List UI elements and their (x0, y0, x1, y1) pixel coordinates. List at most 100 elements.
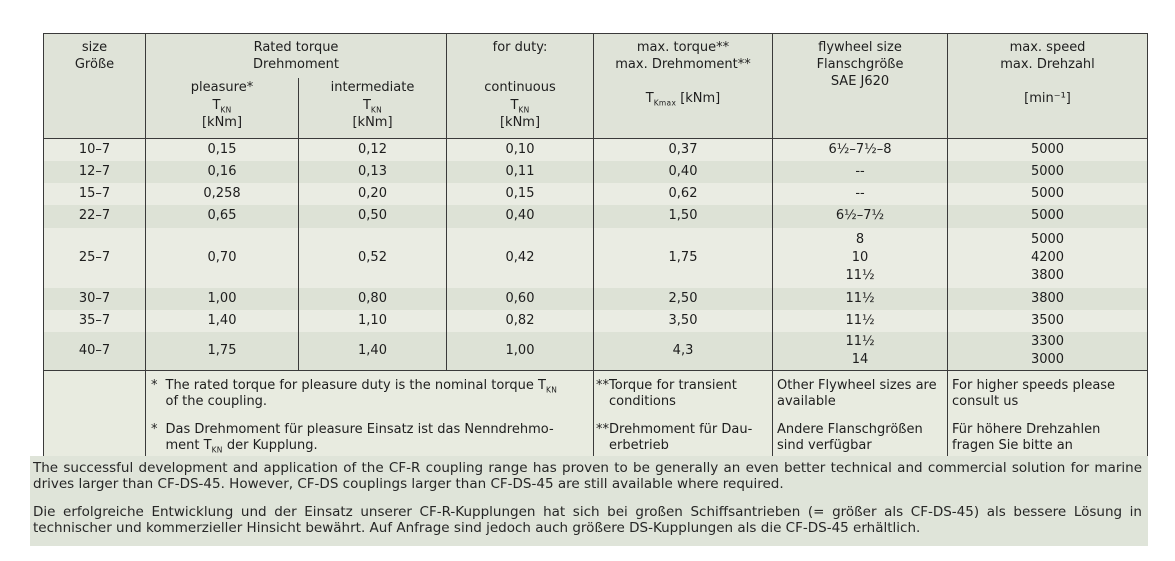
cell-flywheel: 8 10 11½ (772, 227, 948, 288)
cell-size: 35–7 (43, 309, 146, 332)
cell-flywheel: -- (772, 182, 948, 205)
table-row: 22–7 0,65 0,50 0,40 1,50 6½–7½ 5000 (43, 204, 1148, 228)
cell-continuous: 0,60 (446, 287, 594, 310)
cell-speed: 5000 (947, 138, 1148, 161)
footnote-speed: For higher speeds please consult us Für … (947, 369, 1148, 465)
footnote-rated-torque: * The rated torque for pleasure duty is … (144, 369, 594, 465)
cell-flywheel: 6½–7½–8 (772, 138, 948, 161)
cell-flywheel: 6½–7½ (772, 204, 948, 228)
footnote-max-torque: ** Torque for transient conditions ** Dr… (593, 369, 773, 465)
cell-speed: 5000 (947, 160, 1148, 183)
footnote-max-torque-de: ** Drehmoment für Dau- erbetrieb (596, 421, 753, 454)
header-size-en: size (81, 40, 108, 55)
cell-max-torque: 0,37 (593, 138, 773, 161)
footnote-max-torque-en: ** Torque for transient conditions (596, 377, 737, 410)
header-intermediate-tkn: TKN (362, 97, 383, 115)
cell-max-torque: 1,50 (593, 204, 773, 228)
header-flywheel-sae: SAE J620 (830, 74, 890, 89)
cell-speed: 3800 (947, 287, 1148, 310)
cell-intermediate: 0,12 (297, 138, 447, 161)
footnote-flywheel-de: Andere Flanschgrößen sind verfügbar (777, 421, 923, 454)
footnote-speed-de: Für höhere Drehzahlen fragen Sie bitte a… (952, 421, 1101, 454)
cell-intermediate: 1,10 (297, 309, 447, 332)
cell-max-torque: 1,75 (593, 227, 773, 288)
cell-size: 15–7 (43, 182, 146, 205)
header-flywheel-en: flywheel size (818, 40, 902, 55)
cell-pleasure: 1,00 (145, 287, 299, 310)
header-max-speed-en: max. speed (1009, 40, 1086, 55)
cell-flywheel: 11½ (772, 309, 948, 332)
cell-continuous: 0,42 (446, 227, 594, 288)
header-flywheel-de: Flanschgröße (816, 57, 904, 72)
header-rated-torque-en: Rated torque (253, 40, 339, 55)
header-continuous-unit: [kNm] (499, 114, 541, 130)
table-row: 40–7 1,75 1,40 1,00 4,3 11½ 14 3300 3000 (43, 331, 1148, 370)
cell-speed: 3300 3000 (947, 331, 1148, 370)
table-header: size Größe Rated torque Drehmoment for d… (43, 33, 1148, 139)
header-intermediate: intermediate TKN [kNm] (297, 77, 447, 139)
cell-intermediate: 0,80 (297, 287, 447, 310)
cell-max-torque: 0,62 (593, 182, 773, 205)
cell-pleasure: 0,258 (145, 182, 299, 205)
cell-size: 12–7 (43, 160, 146, 183)
footnote-rated-de: * Das Drehmoment für pleasure Einsatz is… (151, 421, 554, 455)
cell-size: 10–7 (43, 138, 146, 161)
header-tkmax-unit: TKmax [kNm] (645, 91, 721, 108)
header-pleasure-unit: [kNm] (201, 114, 243, 130)
cell-continuous: 0,15 (446, 182, 594, 205)
header-pleasure: pleasure* TKN [kNm] (145, 77, 299, 139)
cell-max-torque: 2,50 (593, 287, 773, 310)
cell-flywheel: 11½ (772, 287, 948, 310)
header-size: size Größe (43, 33, 146, 139)
cell-max-torque: 0,40 (593, 160, 773, 183)
cell-flywheel: 11½ 14 (772, 331, 948, 370)
table-body: 10–7 0,15 0,12 0,10 0,37 6½–7½–8 5000 12–7 0,16 0… (43, 138, 1148, 370)
cell-pleasure: 0,65 (145, 204, 299, 228)
header-max-speed-de: max. Drehzahl (1000, 57, 1095, 72)
table-row: 25–7 0,70 0,52 0,42 1,75 8 10 11½ 5000 4200 38… (43, 227, 1148, 288)
cell-speed: 5000 (947, 204, 1148, 228)
footnote-flywheel-en: Other Flywheel sizes are available (777, 377, 937, 410)
cell-continuous: 0,40 (446, 204, 594, 228)
table-row: 12–7 0,16 0,13 0,11 0,40 -- 5000 (43, 160, 1148, 183)
table-row: 35–7 1,40 1,10 0,82 3,50 11½ 3500 (43, 309, 1148, 332)
cell-intermediate: 0,52 (297, 227, 447, 288)
header-continuous: continuous TKN [kNm] (446, 77, 594, 139)
footnote-empty-cell (43, 369, 146, 465)
cell-speed: 5000 4200 3800 (947, 227, 1148, 288)
cell-continuous: 0,82 (446, 309, 594, 332)
cell-pleasure: 0,16 (145, 160, 299, 183)
header-max-torque-de: max. Drehmoment** (615, 57, 751, 72)
table-footnotes: * The rated torque for pleasure duty is … (43, 369, 1148, 465)
header-continuous-tkn: TKN (510, 97, 530, 115)
cell-max-torque: 4,3 (593, 331, 773, 370)
paragraph-german: Die erfolgreiche Entwicklung und der Ein… (33, 504, 1142, 536)
cell-intermediate: 0,13 (297, 160, 447, 183)
footnote-speed-en: For higher speeds please consult us (952, 377, 1116, 410)
cell-pleasure: 1,40 (145, 309, 299, 332)
cell-continuous: 1,00 (446, 331, 594, 370)
cell-pleasure: 1,75 (145, 331, 299, 370)
header-pleasure-tkn: TKN (212, 97, 232, 115)
header-for-duty: for duty: (446, 33, 594, 78)
cell-intermediate: 1,40 (297, 331, 447, 370)
cell-continuous: 0,11 (446, 160, 594, 183)
coupling-spec-table: size Größe Rated torque Drehmoment for d… (43, 33, 1149, 466)
cell-size: 25–7 (43, 227, 146, 288)
cell-intermediate: 0,50 (297, 204, 447, 228)
header-max-torque-en: max. torque** (636, 40, 730, 55)
cell-pleasure: 0,15 (145, 138, 299, 161)
header-rated-torque: Rated torque Drehmoment (144, 33, 447, 78)
footnote-flywheel: Other Flywheel sizes are available Ander… (772, 369, 948, 465)
table-row: 30–7 1,00 0,80 0,60 2,50 11½ 3800 (43, 287, 1148, 310)
cell-continuous: 0,10 (446, 138, 594, 161)
bottom-paragraphs: The successful development and applicati… (30, 456, 1148, 546)
cell-pleasure: 0,70 (145, 227, 299, 288)
header-intermediate-unit: [kNm] (352, 114, 393, 130)
header-flywheel-size: flywheel size Flanschgröße SAE J620 (772, 33, 948, 139)
paragraph-english: The successful development and applicati… (33, 460, 1142, 492)
cell-intermediate: 0,20 (297, 182, 447, 205)
header-rated-torque-de: Drehmoment (253, 57, 339, 72)
table-row: 10–7 0,15 0,12 0,10 0,37 6½–7½–8 5000 (43, 138, 1148, 161)
cell-max-torque: 3,50 (593, 309, 773, 332)
